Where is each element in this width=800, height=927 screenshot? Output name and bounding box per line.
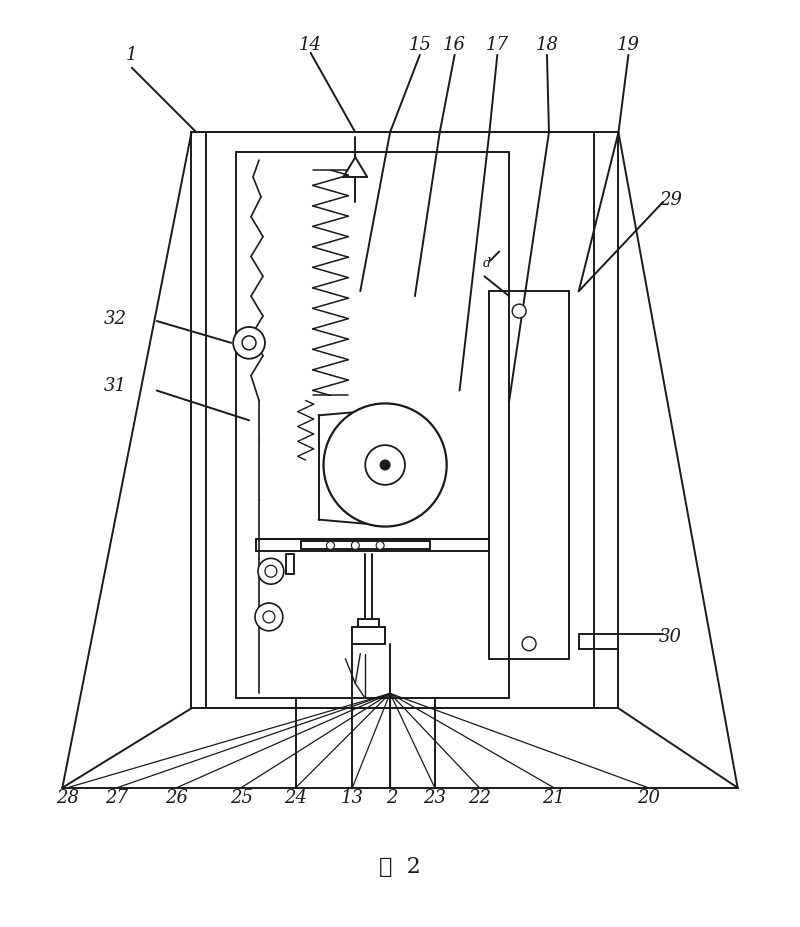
Text: 2: 2 bbox=[386, 789, 398, 806]
Text: 24: 24 bbox=[284, 789, 307, 806]
Circle shape bbox=[351, 541, 359, 550]
Text: 30: 30 bbox=[658, 628, 682, 646]
Text: 22: 22 bbox=[468, 789, 491, 806]
Text: 14: 14 bbox=[299, 36, 322, 54]
Circle shape bbox=[255, 603, 283, 631]
Text: 32: 32 bbox=[103, 310, 126, 328]
Text: 28: 28 bbox=[56, 789, 79, 806]
Text: 26: 26 bbox=[165, 789, 188, 806]
Text: 16: 16 bbox=[443, 36, 466, 54]
Text: 17: 17 bbox=[486, 36, 509, 54]
Circle shape bbox=[380, 460, 390, 470]
Text: 29: 29 bbox=[658, 191, 682, 209]
Circle shape bbox=[265, 565, 277, 578]
Text: 20: 20 bbox=[637, 789, 660, 806]
Text: 31: 31 bbox=[103, 376, 126, 395]
Text: 23: 23 bbox=[423, 789, 446, 806]
Text: d: d bbox=[482, 257, 490, 270]
Circle shape bbox=[376, 541, 384, 550]
Circle shape bbox=[258, 558, 284, 584]
Text: 15: 15 bbox=[408, 36, 431, 54]
Text: 1: 1 bbox=[126, 45, 138, 64]
Text: 图  2: 图 2 bbox=[379, 857, 421, 878]
Circle shape bbox=[263, 611, 275, 623]
Circle shape bbox=[522, 637, 536, 651]
Circle shape bbox=[323, 403, 446, 527]
Text: 27: 27 bbox=[106, 789, 129, 806]
Circle shape bbox=[233, 327, 265, 359]
Circle shape bbox=[366, 445, 405, 485]
Text: 13: 13 bbox=[341, 789, 364, 806]
Text: 18: 18 bbox=[535, 36, 558, 54]
Text: 25: 25 bbox=[230, 789, 253, 806]
Text: 21: 21 bbox=[542, 789, 566, 806]
Text: 19: 19 bbox=[617, 36, 640, 54]
Circle shape bbox=[242, 336, 256, 349]
Circle shape bbox=[512, 304, 526, 318]
Circle shape bbox=[326, 541, 334, 550]
